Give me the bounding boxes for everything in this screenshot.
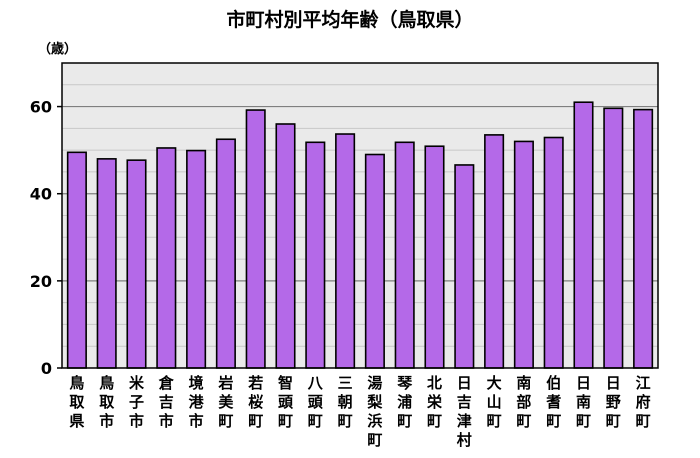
y-tick-label-0: 0: [41, 359, 52, 378]
x-tick-label-12: 北栄町: [426, 374, 443, 430]
x-tick-label-17: 日南町: [576, 374, 591, 430]
bar-18: [603, 107, 624, 369]
y-axis-unit-label: （歳）: [38, 41, 77, 57]
x-tick-label-13: 日吉津村: [457, 374, 472, 449]
bar-12: [424, 145, 445, 369]
bar-17: [573, 101, 594, 369]
y-tick-label-1: 20: [30, 272, 52, 291]
bar-4: [186, 149, 207, 369]
x-tick-label-4: 境港市: [189, 374, 205, 430]
x-tick-label-8: 八頭町: [307, 374, 324, 430]
bar-7: [275, 123, 296, 369]
x-tick-label-16: 伯耆町: [546, 374, 561, 430]
x-tick-label-14: 大山町: [487, 374, 502, 430]
x-tick-label-5: 岩美町: [217, 374, 234, 430]
bar-9: [335, 133, 356, 369]
bar-3: [156, 147, 177, 369]
bar-6: [245, 109, 266, 369]
chart-title: 市町村別平均年齢（鳥取県）: [226, 8, 473, 31]
x-tick-label-18: 日野町: [606, 374, 621, 430]
bar-5: [215, 138, 236, 369]
bar-1: [96, 158, 117, 369]
x-tick-label-7: 智頭町: [278, 374, 294, 430]
x-tick-label-3: 倉吉市: [158, 374, 175, 430]
bar-0: [66, 151, 87, 369]
x-tick-label-1: 鳥取市: [99, 374, 115, 430]
x-tick-label-0: 鳥取県: [69, 374, 85, 430]
bar-11: [394, 141, 415, 369]
x-tick-label-19: 江府町: [636, 374, 651, 430]
plot-border: [61, 62, 659, 369]
bar-2: [126, 159, 147, 369]
y-tick-label-2: 40: [30, 185, 52, 204]
bar-8: [305, 141, 326, 369]
bar-10: [364, 153, 385, 369]
y-tick-label-3: 60: [30, 98, 52, 117]
x-tick-label-10: 湯梨浜町: [366, 374, 382, 449]
bar-14: [484, 134, 505, 369]
plot-area: 0 20 40 60 鳥取県鳥取市米子市倉吉市境港市岩美町若桜町智頭町八頭町三朝町湯梨浜…: [30, 62, 659, 449]
x-tick-label-2: 米子市: [129, 374, 145, 430]
x-tick-label-9: 三朝町: [338, 374, 353, 430]
bar-16: [543, 136, 564, 369]
bar-13: [454, 164, 475, 369]
x-tick-label-6: 若桜町: [247, 374, 263, 430]
bar-19: [633, 108, 654, 369]
x-tick-label-15: 南部町: [516, 374, 531, 430]
bar-15: [513, 140, 534, 369]
x-tick-label-11: 琴浦町: [396, 374, 413, 430]
